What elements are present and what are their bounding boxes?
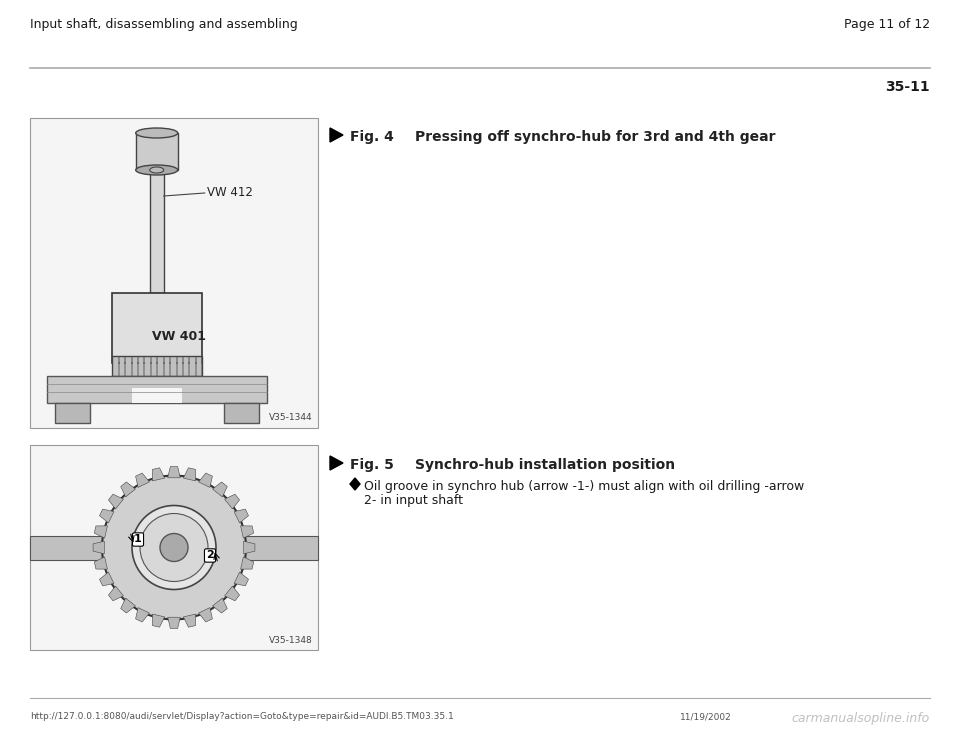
Text: Page 11 of 12: Page 11 of 12 <box>844 18 930 31</box>
Polygon shape <box>93 541 105 554</box>
Polygon shape <box>108 494 124 509</box>
Bar <box>132 356 137 376</box>
Text: carmanualsopline.info: carmanualsopline.info <box>792 712 930 725</box>
Polygon shape <box>121 598 135 613</box>
Polygon shape <box>212 482 228 497</box>
Bar <box>150 170 164 293</box>
Circle shape <box>132 505 216 589</box>
Bar <box>189 356 195 376</box>
Bar <box>111 293 202 363</box>
Circle shape <box>160 533 188 562</box>
Bar <box>30 445 318 650</box>
Text: Input shaft, disassembling and assembling: Input shaft, disassembling and assemblin… <box>30 18 298 31</box>
Polygon shape <box>100 509 114 523</box>
Text: Fig. 5: Fig. 5 <box>350 458 394 472</box>
Polygon shape <box>199 473 212 487</box>
Text: Synchro-hub installation position: Synchro-hub installation position <box>415 458 675 472</box>
Polygon shape <box>244 541 255 554</box>
Text: V35-1344: V35-1344 <box>270 413 313 422</box>
Polygon shape <box>121 482 135 497</box>
Text: V35-1348: V35-1348 <box>269 636 313 645</box>
Ellipse shape <box>135 165 178 175</box>
Text: Pressing off synchro-hub for 3rd and 4th gear: Pressing off synchro-hub for 3rd and 4th… <box>415 130 776 144</box>
Text: Oil groove in synchro hub (arrow -1-) must align with oil drilling -arrow: Oil groove in synchro hub (arrow -1-) mu… <box>364 480 804 493</box>
Polygon shape <box>153 467 164 481</box>
Bar <box>157 356 162 376</box>
Polygon shape <box>241 557 253 569</box>
Polygon shape <box>135 608 150 622</box>
Bar <box>196 356 202 376</box>
Text: Fig. 4: Fig. 4 <box>350 130 394 144</box>
Bar <box>151 356 156 376</box>
Polygon shape <box>94 557 108 569</box>
Bar <box>224 403 259 423</box>
Polygon shape <box>94 526 108 538</box>
Bar <box>55 403 89 423</box>
Circle shape <box>102 476 246 620</box>
Text: 35-11: 35-11 <box>885 80 930 94</box>
Ellipse shape <box>135 128 178 138</box>
Bar <box>30 118 318 428</box>
Text: VW 401: VW 401 <box>152 329 205 343</box>
Bar <box>170 356 176 376</box>
Polygon shape <box>350 478 360 490</box>
Polygon shape <box>234 509 249 523</box>
Bar <box>163 356 169 376</box>
Bar <box>135 133 178 170</box>
Bar <box>211 536 318 559</box>
Circle shape <box>140 513 208 582</box>
Text: 2- in input shaft: 2- in input shaft <box>364 494 463 507</box>
Polygon shape <box>183 467 196 481</box>
Bar <box>47 376 267 403</box>
Text: 2: 2 <box>206 551 214 560</box>
Polygon shape <box>168 467 180 478</box>
Polygon shape <box>168 617 180 628</box>
Bar <box>183 356 188 376</box>
Bar <box>144 356 150 376</box>
Polygon shape <box>153 614 164 627</box>
Polygon shape <box>330 456 343 470</box>
Bar <box>132 388 181 403</box>
Polygon shape <box>225 586 240 601</box>
Polygon shape <box>199 608 212 622</box>
Text: VW 412: VW 412 <box>206 186 252 200</box>
Polygon shape <box>330 128 343 142</box>
Polygon shape <box>234 572 249 586</box>
Bar <box>119 356 124 376</box>
Bar <box>177 356 182 376</box>
Bar <box>138 356 143 376</box>
Polygon shape <box>241 526 253 538</box>
Text: 11/19/2002: 11/19/2002 <box>680 712 732 721</box>
Polygon shape <box>108 586 124 601</box>
Polygon shape <box>135 473 150 487</box>
Ellipse shape <box>150 167 164 173</box>
Bar <box>111 356 202 376</box>
Polygon shape <box>183 614 196 627</box>
Polygon shape <box>225 494 240 509</box>
Bar <box>125 356 131 376</box>
Bar <box>30 536 137 559</box>
Text: http://127.0.0.1:8080/audi/servlet/Display?action=Goto&type=repair&id=AUDI.B5.TM: http://127.0.0.1:8080/audi/servlet/Displ… <box>30 712 454 721</box>
Bar <box>112 356 118 376</box>
Polygon shape <box>212 598 228 613</box>
Polygon shape <box>100 572 114 586</box>
Text: 1: 1 <box>134 534 142 545</box>
